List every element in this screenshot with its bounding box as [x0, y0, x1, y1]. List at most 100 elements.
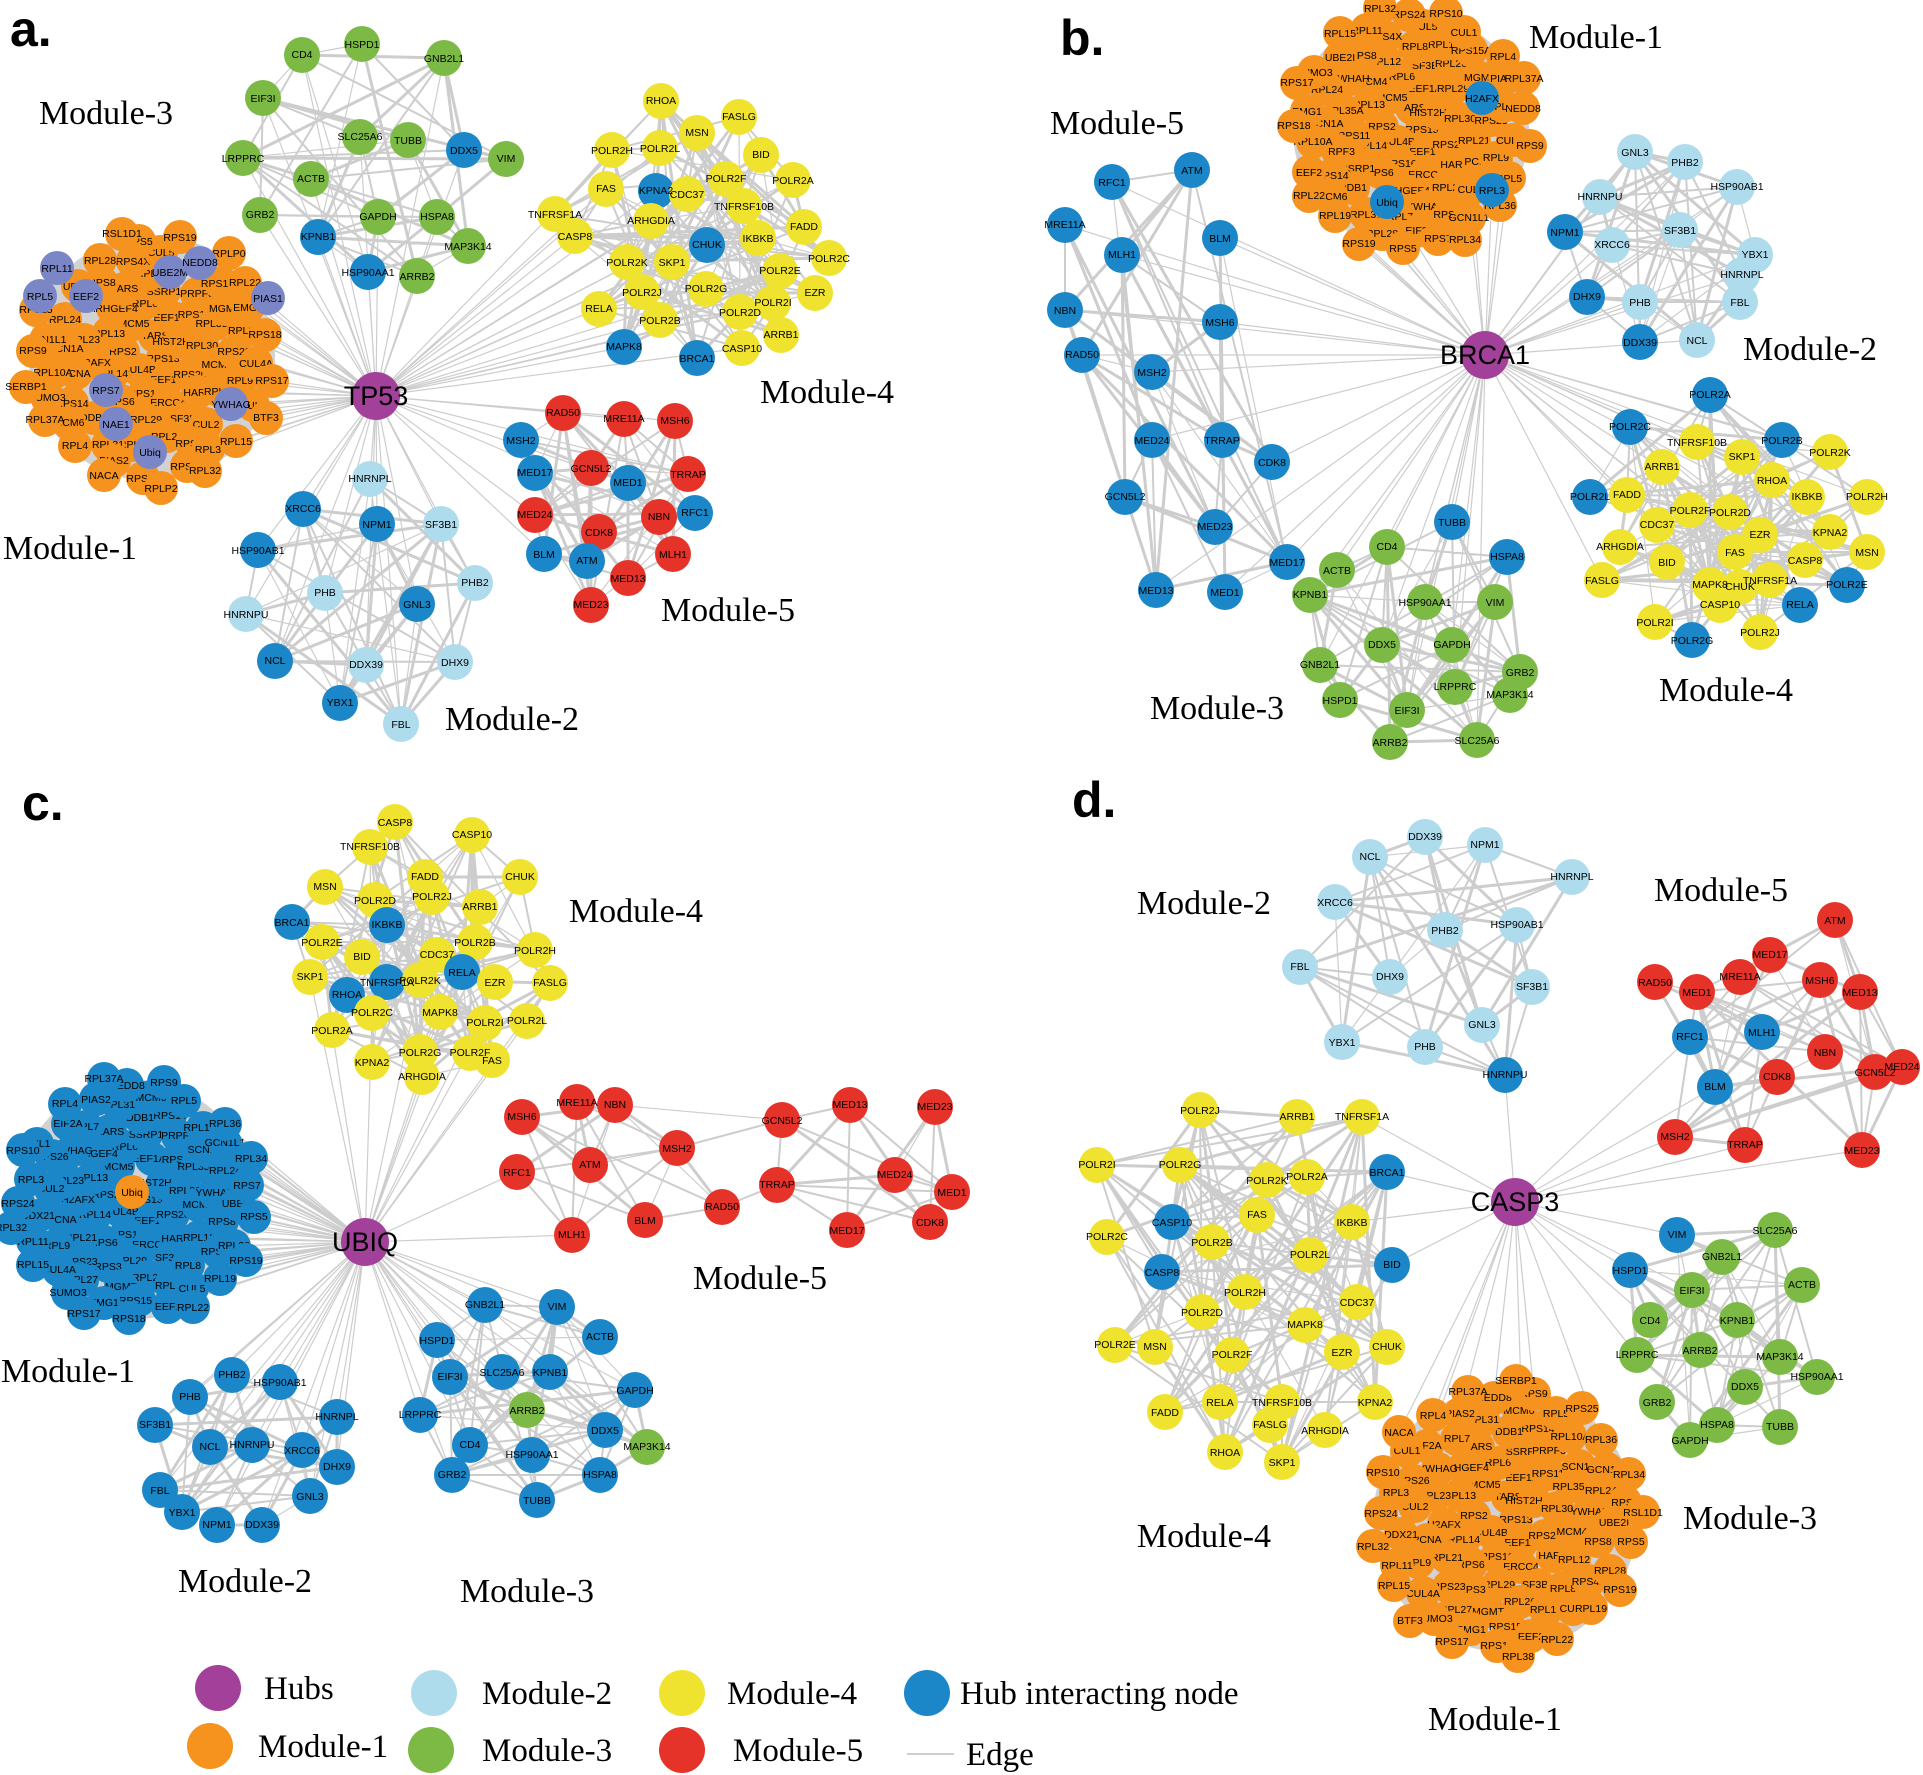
- svg-text:HNRNPU: HNRNPU: [1483, 1069, 1528, 1081]
- svg-text:RPL4: RPL4: [62, 440, 88, 452]
- svg-text:IKBKB: IKBKB: [743, 233, 774, 245]
- svg-text:KPNA2: KPNA2: [1358, 1397, 1393, 1409]
- svg-text:CDC37: CDC37: [670, 189, 705, 201]
- svg-text:GNB2L1: GNB2L1: [1300, 659, 1340, 671]
- svg-text:MLH1: MLH1: [1108, 249, 1136, 261]
- svg-text:MSH2: MSH2: [1660, 1131, 1689, 1143]
- svg-text:LRPPRC: LRPPRC: [399, 1409, 442, 1421]
- svg-text:POLR2D: POLR2D: [1181, 1307, 1223, 1319]
- svg-text:PHB2: PHB2: [1671, 157, 1699, 169]
- svg-text:RELA: RELA: [448, 967, 475, 979]
- svg-text:RPS17: RPS17: [1280, 77, 1313, 89]
- svg-text:GNL3: GNL3: [296, 1491, 324, 1503]
- svg-text:POLR2L: POLR2L: [1570, 491, 1610, 503]
- svg-text:POLR2E: POLR2E: [1094, 1339, 1135, 1351]
- svg-text:BRCA1: BRCA1: [1440, 340, 1530, 370]
- svg-text:MED23: MED23: [1197, 521, 1232, 533]
- svg-text:MLH1: MLH1: [558, 1229, 586, 1241]
- svg-text:TUBB: TUBB: [1438, 517, 1466, 529]
- svg-text:DDB1: DDB1: [1495, 1426, 1523, 1438]
- svg-text:DDX5: DDX5: [450, 145, 478, 157]
- svg-text:GAPDH: GAPDH: [616, 1385, 653, 1397]
- svg-text:POLR2G: POLR2G: [1159, 1159, 1202, 1171]
- svg-text:Module-3: Module-3: [460, 1573, 594, 1610]
- svg-text:RPL8: RPL8: [175, 1260, 201, 1272]
- svg-text:UBE2I: UBE2I: [1599, 1517, 1629, 1529]
- svg-text:FADD: FADD: [790, 221, 818, 233]
- svg-text:Module-2: Module-2: [482, 1676, 612, 1712]
- svg-text:EEF2: EEF2: [155, 1301, 181, 1313]
- svg-text:SKP1: SKP1: [297, 971, 324, 983]
- svg-text:DDB1: DDB1: [126, 1112, 154, 1124]
- svg-text:RPL8: RPL8: [1550, 1583, 1576, 1595]
- svg-text:TRRAP: TRRAP: [670, 469, 706, 481]
- svg-text:Hub interacting node: Hub interacting node: [960, 1676, 1239, 1712]
- svg-text:PCNA: PCNA: [1412, 1534, 1441, 1546]
- svg-text:RPL19: RPL19: [1575, 1603, 1607, 1615]
- svg-text:EIF3I: EIF3I: [1679, 1285, 1704, 1297]
- svg-text:BLM: BLM: [533, 549, 555, 561]
- svg-text:RPS20: RPS20: [1528, 1530, 1561, 1542]
- svg-text:RPS7: RPS7: [233, 1180, 261, 1192]
- svg-text:RPS2: RPS2: [109, 346, 137, 358]
- svg-text:RPS7: RPS7: [1424, 233, 1452, 245]
- svg-text:MED24: MED24: [1134, 435, 1169, 447]
- svg-text:EZR: EZR: [485, 977, 506, 989]
- svg-text:POLR2E: POLR2E: [759, 265, 800, 277]
- svg-text:POLR2D: POLR2D: [719, 307, 761, 319]
- svg-text:FAS: FAS: [1247, 1209, 1267, 1221]
- svg-text:MCM5: MCM5: [1470, 1479, 1501, 1491]
- svg-text:HSPA8: HSPA8: [583, 1469, 617, 1481]
- svg-text:KPNA2: KPNA2: [355, 1057, 390, 1069]
- svg-text:XRCC6: XRCC6: [1594, 239, 1630, 251]
- svg-text:Ubiq: Ubiq: [121, 1187, 143, 1199]
- svg-text:RPS16: RPS16: [1480, 1551, 1513, 1563]
- svg-text:RPS10: RPS10: [6, 1145, 39, 1157]
- svg-text:DDX5: DDX5: [591, 1425, 619, 1437]
- svg-text:Module-3: Module-3: [1683, 1500, 1817, 1537]
- svg-text:RHOA: RHOA: [1210, 1447, 1240, 1459]
- svg-text:MED23: MED23: [1844, 1145, 1879, 1157]
- svg-text:RSL1D1: RSL1D1: [102, 228, 142, 240]
- svg-text:EZR: EZR: [1332, 1347, 1353, 1359]
- svg-text:MED1: MED1: [1682, 987, 1711, 999]
- svg-text:Module-1: Module-1: [1, 1353, 135, 1390]
- svg-text:RPL21: RPL21: [1458, 135, 1490, 147]
- svg-text:GAPDH: GAPDH: [1671, 1435, 1708, 1447]
- svg-text:Module-4: Module-4: [1137, 1518, 1271, 1555]
- svg-text:c.: c.: [22, 775, 64, 831]
- svg-text:POLR2I: POLR2I: [466, 1017, 503, 1029]
- svg-text:RPLP2: RPLP2: [144, 483, 177, 495]
- svg-text:RPL15: RPL15: [1324, 28, 1356, 40]
- svg-text:NEDD8: NEDD8: [182, 257, 218, 269]
- svg-text:RPS17: RPS17: [67, 1308, 100, 1320]
- svg-text:TNFRSF1A: TNFRSF1A: [360, 977, 414, 989]
- svg-text:RHOA: RHOA: [1757, 475, 1787, 487]
- svg-text:Module-2: Module-2: [1743, 331, 1877, 368]
- svg-text:HSPD1: HSPD1: [1612, 1265, 1647, 1277]
- svg-text:SLC25A6: SLC25A6: [480, 1367, 525, 1379]
- svg-text:NBN: NBN: [604, 1099, 626, 1111]
- svg-text:SLC25A6: SLC25A6: [1455, 735, 1500, 747]
- svg-text:RPL15: RPL15: [220, 436, 252, 448]
- svg-text:BRCA1: BRCA1: [1369, 1167, 1404, 1179]
- svg-text:BID: BID: [353, 951, 371, 963]
- svg-text:BRCA1: BRCA1: [274, 917, 309, 929]
- svg-text:POLR2A: POLR2A: [311, 1025, 352, 1037]
- svg-text:RPS17: RPS17: [1435, 1636, 1468, 1648]
- svg-text:MED1: MED1: [937, 1187, 966, 1199]
- svg-text:RPL26: RPL26: [1504, 1596, 1536, 1608]
- svg-text:TRRAP: TRRAP: [1204, 435, 1240, 447]
- svg-text:RPS5: RPS5: [240, 1211, 268, 1223]
- svg-text:RPS25: RPS25: [1565, 1403, 1598, 1415]
- svg-text:POLR2L: POLR2L: [507, 1015, 547, 1027]
- svg-text:RPL34: RPL34: [235, 1153, 267, 1165]
- svg-text:EIF3I: EIF3I: [1394, 705, 1419, 717]
- svg-text:VIM: VIM: [497, 153, 516, 165]
- svg-text:PRPF3: PRPF3: [1532, 1445, 1566, 1457]
- svg-text:NAE1: NAE1: [102, 419, 130, 431]
- svg-text:POLR2H: POLR2H: [1224, 1287, 1266, 1299]
- svg-text:NEDD8: NEDD8: [1505, 103, 1541, 115]
- svg-text:LRPPRC: LRPPRC: [1434, 681, 1477, 693]
- svg-text:RPL19: RPL19: [204, 1273, 236, 1285]
